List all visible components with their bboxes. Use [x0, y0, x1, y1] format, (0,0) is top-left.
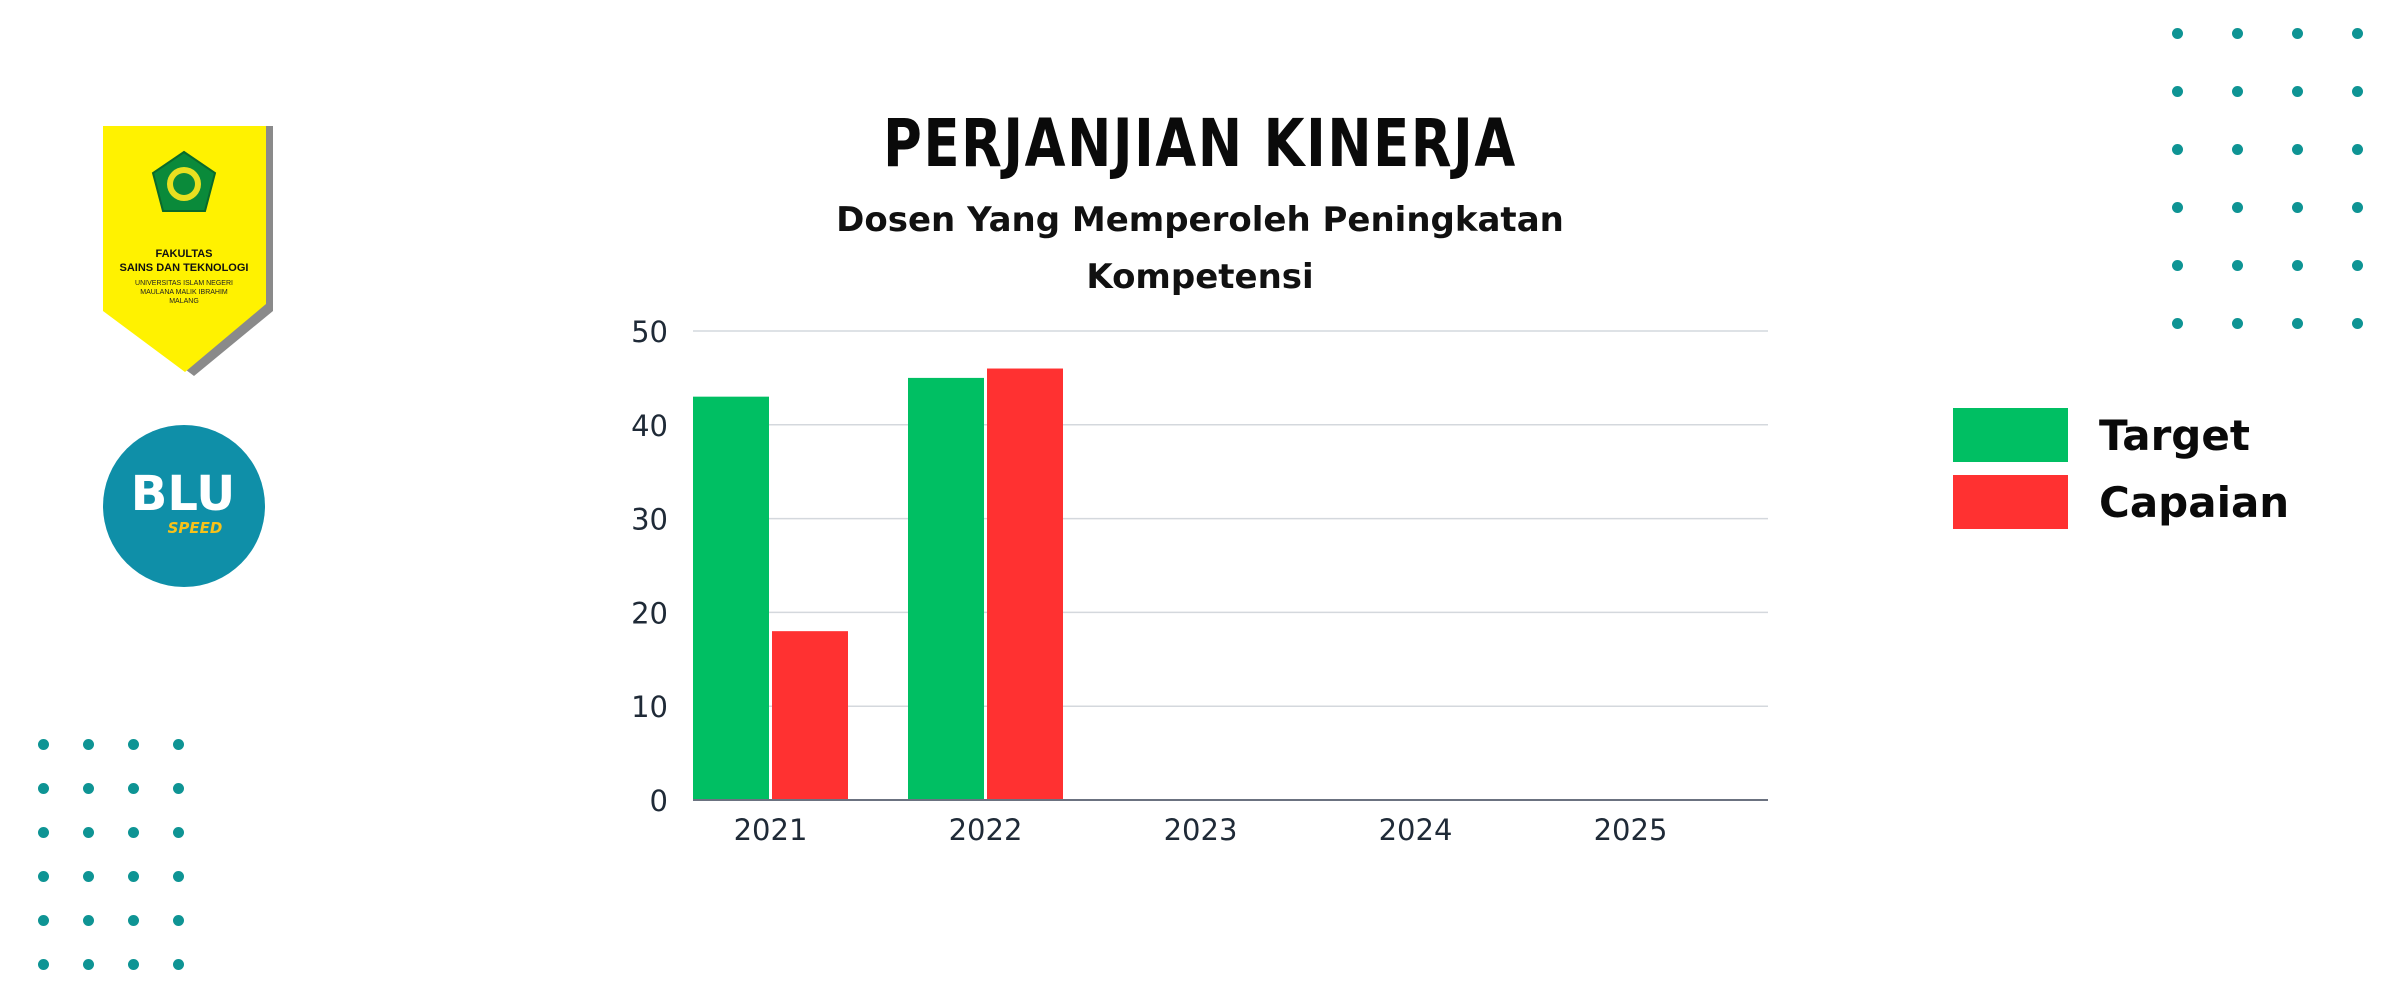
decorative-dot: [173, 827, 184, 838]
decorative-dot: [2352, 260, 2363, 271]
bar-target: [693, 396, 769, 800]
decorative-dot: [2172, 28, 2183, 39]
legend-label-target: Target: [2099, 410, 2250, 460]
decorative-dot: [2352, 144, 2363, 155]
faculty-line1: FAKULTAS: [155, 248, 212, 260]
chart-legend: Target Capaian: [1953, 408, 2289, 542]
bar-target: [908, 377, 984, 800]
decorative-dot: [2232, 318, 2243, 329]
chart-bars: [693, 368, 1063, 800]
decorative-dot-grid-top-right: [2172, 28, 2363, 329]
chart-axes: 0 10 20 30 40 50 2021 2022 2023 2024 2025: [631, 315, 1768, 847]
decorative-dot: [2352, 28, 2363, 39]
decorative-dot: [83, 959, 94, 970]
x-tick-label: 2023: [1164, 813, 1238, 847]
bar-capaian: [772, 631, 848, 800]
decorative-dot: [38, 959, 49, 970]
decorative-dot: [2172, 318, 2183, 329]
y-tick-label: 10: [631, 690, 668, 724]
decorative-dot: [83, 915, 94, 926]
legend-item-target: Target: [1953, 408, 2289, 462]
y-tick-label: 50: [631, 315, 668, 349]
decorative-dot: [2172, 260, 2183, 271]
y-tick-label: 0: [650, 784, 668, 818]
y-tick-label: 40: [631, 409, 668, 443]
decorative-dot: [173, 739, 184, 750]
decorative-dot: [2232, 202, 2243, 213]
decorative-dot: [2292, 260, 2303, 271]
decorative-dot: [38, 871, 49, 882]
decorative-dot: [2232, 260, 2243, 271]
decorative-dot: [2352, 318, 2363, 329]
x-tick-label: 2025: [1594, 813, 1668, 847]
faculty-line2: SAINS DAN TEKNOLOGI: [120, 262, 249, 274]
x-tick-label: 2024: [1379, 813, 1453, 847]
decorative-dot-grid-bottom-left: [38, 739, 184, 970]
decorative-dot: [2292, 318, 2303, 329]
legend-swatch-target: [1953, 408, 2068, 462]
legend-label-capaian: Capaian: [2099, 477, 2290, 527]
decorative-dot: [2172, 144, 2183, 155]
x-tick-label: 2021: [734, 813, 808, 847]
y-tick-label: 20: [631, 596, 668, 630]
legend-swatch-capaian: [1953, 475, 2068, 529]
decorative-dot: [128, 827, 139, 838]
decorative-dot: [83, 827, 94, 838]
decorative-dot: [2172, 202, 2183, 213]
decorative-dot: [173, 871, 184, 882]
decorative-dot: [83, 783, 94, 794]
decorative-dot: [2232, 144, 2243, 155]
decorative-dot: [38, 915, 49, 926]
faculty-line3: UNIVERSITAS ISLAM NEGERI: [135, 280, 233, 287]
decorative-dot: [2352, 202, 2363, 213]
decorative-dot: [83, 739, 94, 750]
decorative-dot: [128, 783, 139, 794]
decorative-dot: [128, 871, 139, 882]
decorative-dot: [173, 915, 184, 926]
bar-capaian: [987, 368, 1063, 800]
legend-item-capaian: Capaian: [1953, 475, 2289, 529]
decorative-dot: [173, 783, 184, 794]
decorative-dot: [173, 959, 184, 970]
decorative-dot: [2232, 28, 2243, 39]
faculty-line4: MAULANA MALIK IBRAHIM: [140, 289, 228, 296]
faculty-logo: FAKULTAS SAINS DAN TEKNOLOGI UNIVERSITAS…: [103, 126, 273, 376]
decorative-dot: [38, 783, 49, 794]
blu-logo-subtext: SPEED: [168, 519, 223, 537]
blu-logo-text: BLU: [131, 466, 235, 522]
decorative-dot: [2292, 202, 2303, 213]
decorative-dot: [2352, 86, 2363, 97]
decorative-dot: [2232, 86, 2243, 97]
decorative-dot: [128, 959, 139, 970]
decorative-dot: [128, 739, 139, 750]
blu-speed-logo: BLU SPEED: [103, 425, 265, 587]
decorative-dot: [128, 915, 139, 926]
chart-gridlines: [693, 330, 1768, 707]
decorative-dot: [83, 871, 94, 882]
y-tick-label: 30: [631, 503, 668, 537]
x-tick-label: 2022: [949, 813, 1023, 847]
decorative-dot: [38, 739, 49, 750]
chart-title: PERJANJIAN KINERJA: [883, 105, 1517, 182]
decorative-dot: [2292, 144, 2303, 155]
chart-subtitle: Dosen Yang Memperoleh Peningkatan Kompet…: [836, 200, 1564, 297]
decorative-dot: [2292, 28, 2303, 39]
faculty-line5: MALANG: [169, 298, 199, 305]
decorative-dot: [38, 827, 49, 838]
decorative-dot: [2172, 86, 2183, 97]
decorative-dot: [2292, 86, 2303, 97]
